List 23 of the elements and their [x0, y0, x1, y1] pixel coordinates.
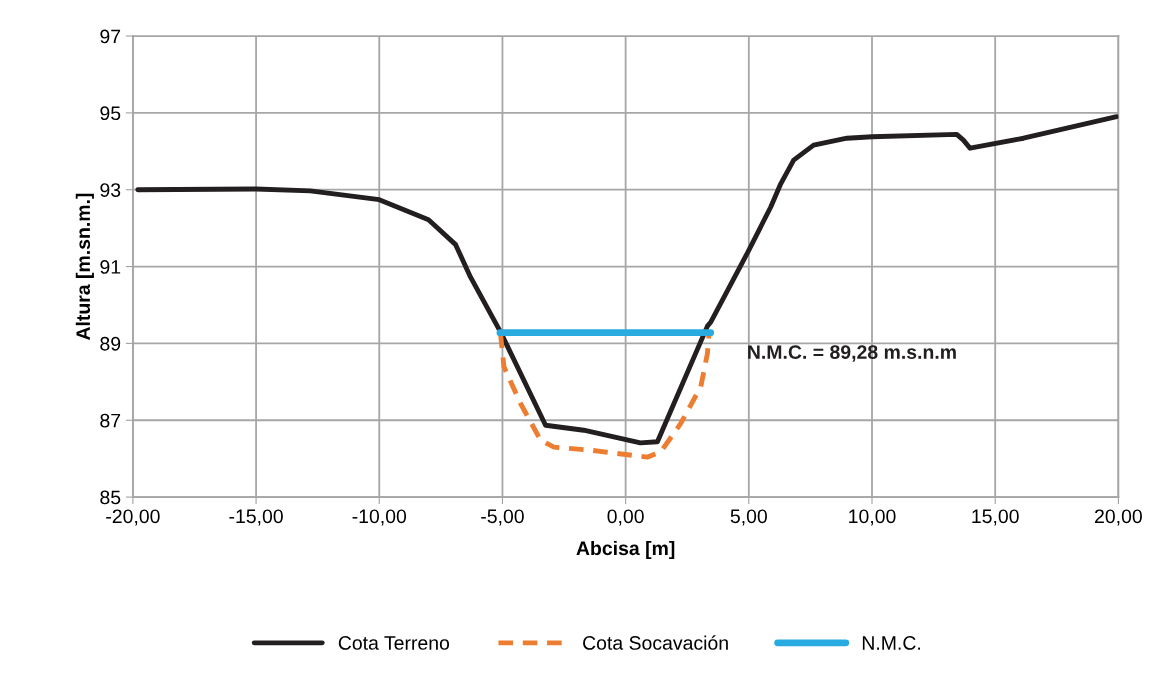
x-tick-label: 5,00: [730, 509, 767, 526]
y-axis-title: Altura [m.sn.m.]: [75, 193, 94, 341]
x-tick-label: 20,00: [1095, 509, 1142, 526]
x-tick-label: 0,00: [607, 509, 644, 526]
y-tick-label: 97: [100, 29, 121, 44]
y-tick-label: 89: [100, 336, 121, 351]
x-tick-label: -5,00: [481, 509, 524, 526]
x-tick-label: -10,00: [352, 509, 407, 526]
line-series: [135, 114, 1119, 446]
y-tick-label: 95: [100, 106, 121, 121]
y-tick-label: 91: [100, 260, 121, 274]
x-tick-label: -20,00: [106, 509, 160, 526]
x-tick-label: -15,00: [229, 509, 283, 526]
x-tick-label: 15,00: [972, 509, 1019, 526]
y-tick-label: 87: [100, 413, 121, 428]
legend-label: Cota Socavación: [583, 635, 728, 650]
legend-label: N.M.C.: [862, 636, 921, 650]
annotation: N.M.C. = 89,28 m.s.n.m: [748, 345, 956, 362]
x-tick-label: 10,00: [849, 509, 896, 526]
legend-label: Cota Terreno: [338, 636, 450, 650]
x-axis-title: Abcisa [m]: [576, 540, 675, 560]
y-tick-label: 85: [100, 490, 121, 505]
y-tick-label: 93: [100, 183, 121, 197]
